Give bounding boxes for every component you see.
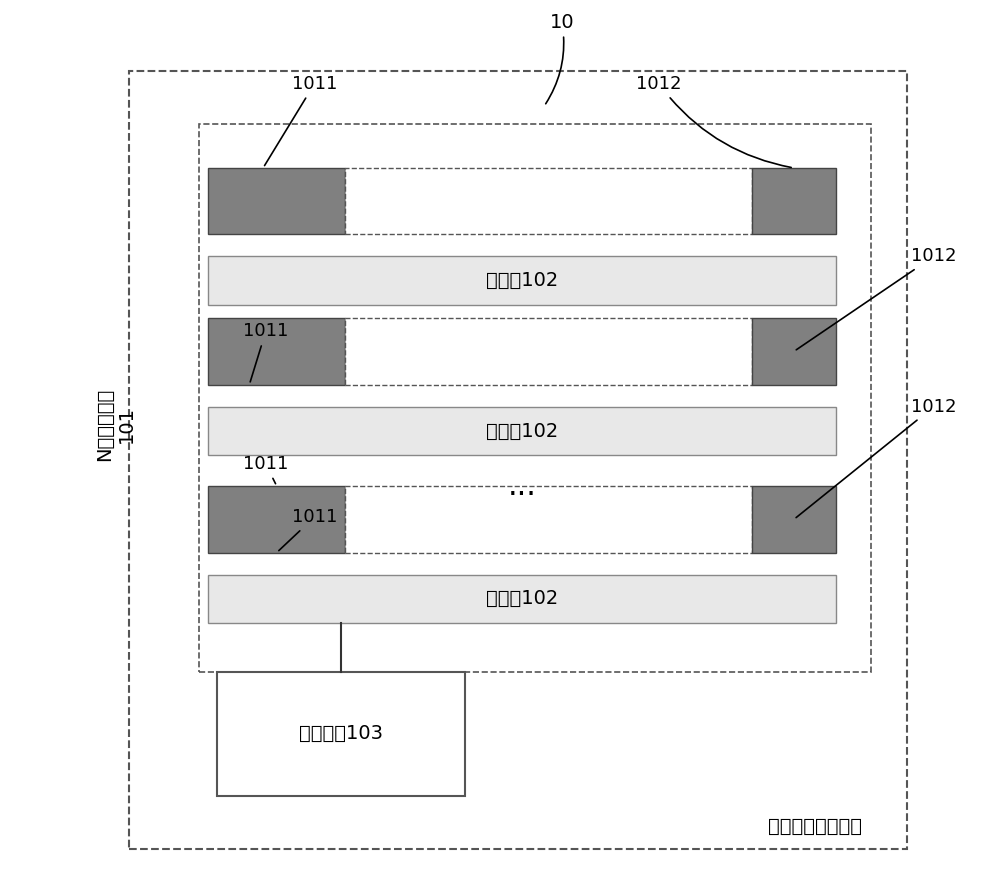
Text: 1012: 1012 — [796, 248, 957, 350]
Text: ···: ··· — [508, 481, 537, 509]
Text: 成像装置103: 成像装置103 — [299, 724, 383, 743]
FancyBboxPatch shape — [345, 168, 752, 234]
FancyBboxPatch shape — [208, 256, 836, 305]
Text: 光波导102: 光波导102 — [486, 271, 558, 290]
FancyBboxPatch shape — [208, 575, 836, 623]
Text: N层全息元件
101: N层全息元件 101 — [95, 388, 136, 461]
Text: 光波导102: 光波导102 — [486, 590, 558, 608]
FancyBboxPatch shape — [208, 407, 836, 455]
FancyBboxPatch shape — [208, 168, 345, 234]
Text: 1011: 1011 — [279, 508, 337, 551]
FancyBboxPatch shape — [752, 486, 836, 552]
FancyBboxPatch shape — [752, 318, 836, 385]
Text: 近眼光场显示系统: 近眼光场显示系统 — [768, 817, 862, 836]
Text: 光波导102: 光波导102 — [486, 422, 558, 440]
Text: 10: 10 — [546, 12, 574, 103]
Text: 1011: 1011 — [243, 455, 288, 484]
FancyBboxPatch shape — [345, 486, 752, 552]
FancyBboxPatch shape — [208, 318, 345, 385]
Text: 1011: 1011 — [265, 75, 337, 165]
Text: 1011: 1011 — [243, 323, 288, 382]
FancyBboxPatch shape — [208, 486, 345, 552]
FancyBboxPatch shape — [217, 672, 465, 796]
Text: 1012: 1012 — [796, 398, 957, 518]
FancyBboxPatch shape — [345, 318, 752, 385]
FancyBboxPatch shape — [752, 168, 836, 234]
Text: 1012: 1012 — [636, 75, 791, 167]
